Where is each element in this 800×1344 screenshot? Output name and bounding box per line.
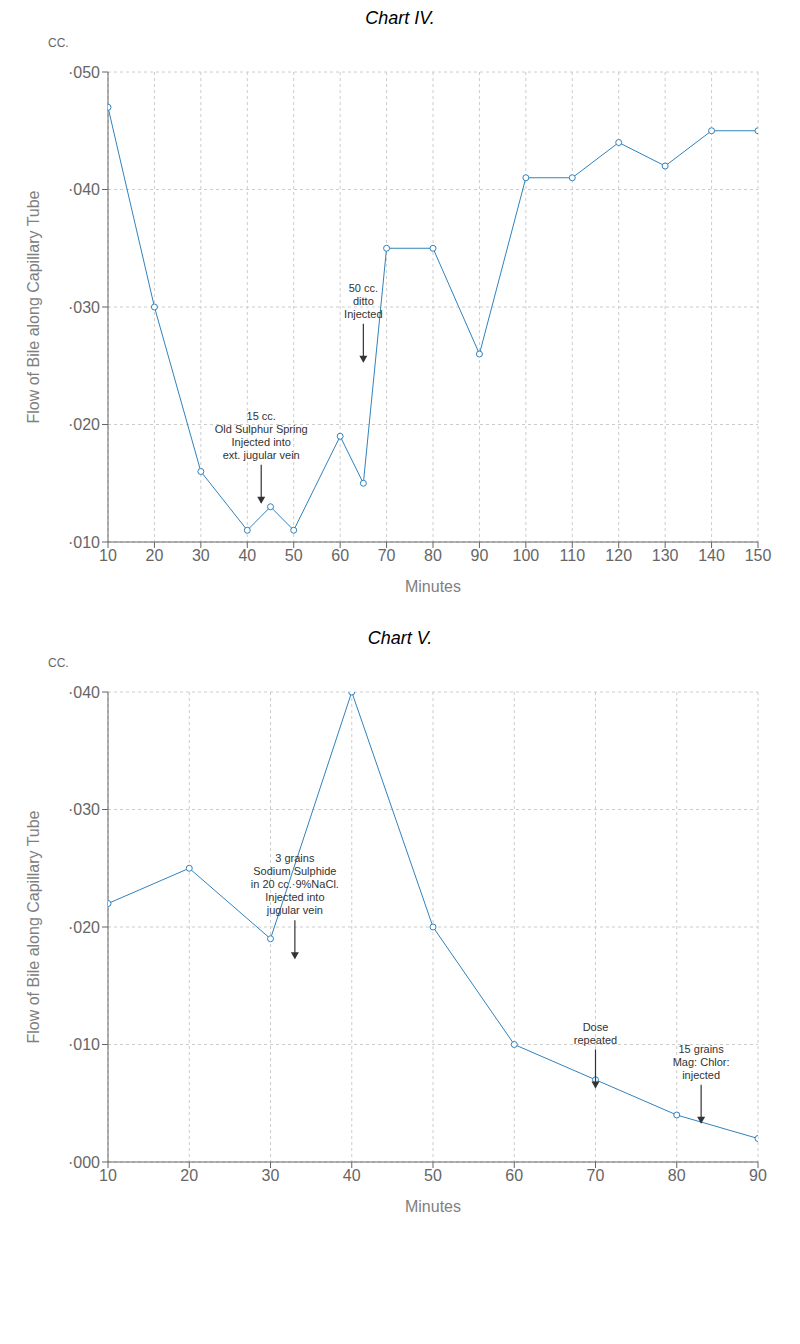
svg-text:80: 80 xyxy=(668,1167,686,1184)
svg-text:90: 90 xyxy=(749,1167,767,1184)
svg-text:·050: ·050 xyxy=(68,64,100,81)
svg-text:50: 50 xyxy=(424,1167,442,1184)
svg-text:15 cc.: 15 cc. xyxy=(247,410,276,422)
svg-text:Minutes: Minutes xyxy=(405,1198,461,1215)
svg-text:150: 150 xyxy=(745,547,772,564)
svg-text:in 20 cc.·9%NaCl.: in 20 cc.·9%NaCl. xyxy=(251,878,339,890)
svg-text:10: 10 xyxy=(99,1167,117,1184)
svg-text:Dose: Dose xyxy=(583,1021,609,1033)
html-text:Chart IV.: Chart IV. xyxy=(365,8,435,28)
svg-text:100: 100 xyxy=(513,547,540,564)
svg-text:Injected into: Injected into xyxy=(232,436,291,448)
svg-text:140: 140 xyxy=(698,547,725,564)
html-text:CC.: CC. xyxy=(48,656,69,670)
svg-text:50: 50 xyxy=(285,547,303,564)
svg-text:jugular vein: jugular vein xyxy=(266,904,323,916)
svg-text:130: 130 xyxy=(652,547,679,564)
svg-text:40: 40 xyxy=(343,1167,361,1184)
svg-text:ext. jugular vein: ext. jugular vein xyxy=(223,449,300,461)
svg-text:·030: ·030 xyxy=(68,801,100,818)
svg-text:Minutes: Minutes xyxy=(405,578,461,595)
svg-text:Old Sulphur Spring: Old Sulphur Spring xyxy=(215,423,308,435)
svg-text:20: 20 xyxy=(146,547,164,564)
svg-text:·040: ·040 xyxy=(68,684,100,701)
svg-text:90: 90 xyxy=(471,547,489,564)
svg-text:repeated: repeated xyxy=(574,1034,617,1046)
svg-text:120: 120 xyxy=(605,547,632,564)
svg-text:·020: ·020 xyxy=(68,416,100,433)
svg-text:Flow of Bile along Capillary T: Flow of Bile along Capillary Tube xyxy=(25,810,42,1043)
svg-text:30: 30 xyxy=(192,547,210,564)
svg-text:80: 80 xyxy=(424,547,442,564)
svg-text:30: 30 xyxy=(262,1167,280,1184)
svg-text:Flow of Bile along Capillary T: Flow of Bile along Capillary Tube xyxy=(25,190,42,423)
svg-text:·010: ·010 xyxy=(68,534,100,551)
svg-text:·030: ·030 xyxy=(68,299,100,316)
svg-text:15 grains: 15 grains xyxy=(678,1043,724,1055)
svg-text:50 cc.: 50 cc. xyxy=(349,282,378,294)
svg-text:60: 60 xyxy=(505,1167,523,1184)
svg-text:Injected: Injected xyxy=(344,308,383,320)
html-text:Chart V.: Chart V. xyxy=(367,628,433,648)
svg-text:10: 10 xyxy=(99,547,117,564)
svg-text:·000: ·000 xyxy=(68,1154,100,1171)
svg-text:20: 20 xyxy=(180,1167,198,1184)
svg-text:110: 110 xyxy=(560,547,586,564)
svg-text:injected: injected xyxy=(682,1069,720,1081)
svg-text:3 grains: 3 grains xyxy=(275,852,315,864)
html-text:CC.: CC. xyxy=(48,36,69,50)
svg-text:·010: ·010 xyxy=(68,1036,100,1053)
svg-text:·040: ·040 xyxy=(68,181,100,198)
svg-text:60: 60 xyxy=(331,547,349,564)
svg-text:70: 70 xyxy=(587,1167,605,1184)
svg-text:Sodium Sulphide: Sodium Sulphide xyxy=(253,865,336,877)
svg-text:·020: ·020 xyxy=(68,919,100,936)
svg-text:ditto: ditto xyxy=(353,295,374,307)
svg-text:70: 70 xyxy=(378,547,396,564)
svg-text:40: 40 xyxy=(238,547,256,564)
svg-text:Injected into: Injected into xyxy=(265,891,324,903)
svg-text:Mag: Chlor:: Mag: Chlor: xyxy=(673,1056,730,1068)
